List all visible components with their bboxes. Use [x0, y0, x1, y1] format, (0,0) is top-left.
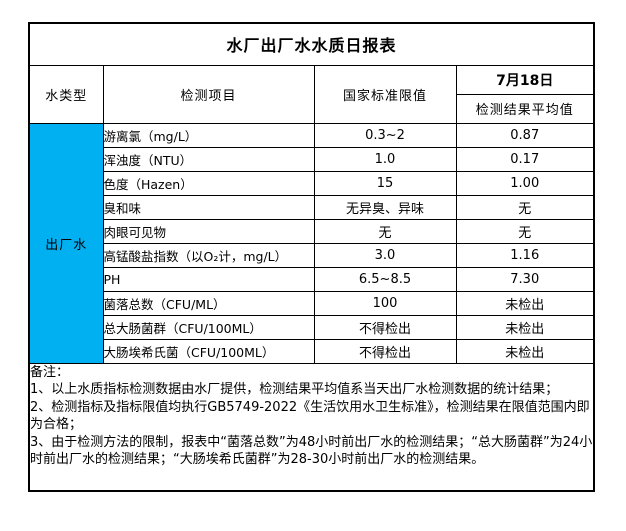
- result-cell: 未检出: [455, 314, 595, 340]
- limit-cell: 3.0: [313, 242, 457, 268]
- table-row: 总大肠菌群（CFU/100ML） 不得检出 未检出: [29, 314, 595, 340]
- item-cell: 高锰酸盐指数（以O₂计，mg/L）: [102, 242, 315, 268]
- table-row: 菌落总数（CFU/ML） 100 未检出: [29, 290, 595, 316]
- item-cell: PH: [102, 266, 315, 292]
- result-cell: 0.17: [455, 146, 595, 172]
- result-cell: 7.30: [455, 266, 595, 292]
- item-cell: 色度（Hazen）: [102, 170, 315, 196]
- col-header-limit: 国家标准限值: [313, 64, 457, 124]
- limit-cell: 1.0: [313, 146, 457, 172]
- note-line-1: 1、以上水质指标检测数据由水厂提供，检测结果平均值系当天出厂水检测数据的统计结果…: [30, 382, 559, 397]
- limit-cell: 不得检出: [313, 338, 457, 364]
- header-row-2: 检测结果平均值: [29, 93, 595, 124]
- notes-row: 备注： 1、以上水质指标检测数据由水厂提供，检测结果平均值系当天出厂水检测数据的…: [28, 362, 595, 492]
- col-header-result-avg: 检测结果平均值: [455, 93, 595, 124]
- result-cell: 无: [455, 218, 595, 244]
- report-table: 水厂出厂水水质日报表 水类型 检测项目 国家标准限值 7月18日 检测结果平均值…: [28, 22, 596, 492]
- report-title: 水厂出厂水水质日报表: [28, 22, 595, 66]
- table-row: 出厂水 游离氯（mg/L） 0.3~2 0.87: [28, 122, 595, 364]
- col-header-water-type: 水类型: [28, 64, 104, 124]
- table-row: 大肠埃希氏菌（CFU/100ML） 不得检出 未检出: [29, 338, 595, 364]
- item-cell: 臭和味: [102, 194, 315, 220]
- result-cell: 0.87: [455, 122, 595, 148]
- notes-label: 备注：: [30, 364, 70, 380]
- item-cell: 大肠埃希氏菌（CFU/100ML）: [102, 338, 315, 364]
- notes-cell: 备注： 1、以上水质指标检测数据由水厂提供，检测结果平均值系当天出厂水检测数据的…: [28, 362, 595, 492]
- col-header-item: 检测项目: [102, 64, 315, 124]
- title-row: 水厂出厂水水质日报表: [28, 22, 595, 66]
- header-row-1: 水类型 检测项目 国家标准限值 7月18日: [28, 64, 595, 124]
- note-line-2: 2、检测指标及指标限值均执行GB5749-2022《生活饮用水卫生标准》，检测结…: [30, 399, 590, 433]
- table-row: 臭和味 无异臭、异味 无: [29, 194, 595, 220]
- water-type-cell: 出厂水: [28, 122, 104, 364]
- item-cell: 游离氯（mg/L）: [102, 122, 315, 148]
- limit-cell: 不得检出: [313, 314, 457, 340]
- table-row: PH 6.5~8.5 7.30: [29, 266, 595, 292]
- limit-cell: 6.5~8.5: [313, 266, 457, 292]
- table-row: 色度（Hazen） 15 1.00: [29, 170, 595, 196]
- item-cell: 菌落总数（CFU/ML）: [102, 290, 315, 316]
- result-cell: 无: [455, 194, 595, 220]
- result-cell: 未检出: [455, 338, 595, 364]
- result-cell: 未检出: [455, 290, 595, 316]
- note-line-3: 3、由于检测方法的限制，报表中“菌落总数”为48小时前出厂水的检测结果；“总大肠…: [30, 434, 593, 468]
- limit-cell: 0.3~2: [313, 122, 457, 148]
- item-cell: 浑浊度（NTU）: [102, 146, 315, 172]
- table-row: 浑浊度（NTU） 1.0 0.17: [29, 146, 595, 172]
- water-quality-report: 水厂出厂水水质日报表 水类型 检测项目 国家标准限值 7月18日 检测结果平均值…: [28, 22, 596, 492]
- result-cell: 1.00: [455, 170, 595, 196]
- limit-cell: 无: [313, 218, 457, 244]
- report-date: 7月18日: [455, 64, 595, 95]
- limit-cell: 15: [313, 170, 457, 196]
- limit-cell: 100: [313, 290, 457, 316]
- table-row: 肉眼可见物 无 无: [29, 218, 595, 244]
- item-cell: 总大肠菌群（CFU/100ML）: [102, 314, 315, 340]
- table-row: 高锰酸盐指数（以O₂计，mg/L） 3.0 1.16: [29, 242, 595, 268]
- item-cell: 肉眼可见物: [102, 218, 315, 244]
- limit-cell: 无异臭、异味: [313, 194, 457, 220]
- result-cell: 1.16: [455, 242, 595, 268]
